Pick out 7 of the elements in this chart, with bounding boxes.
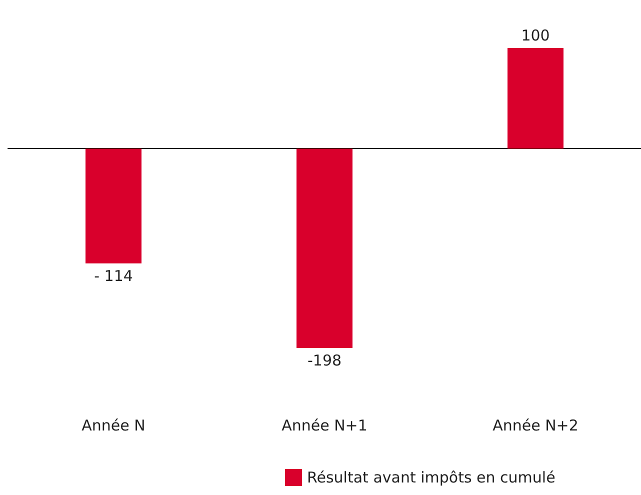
legend-label: Résultat avant impôts en cumulé bbox=[307, 468, 556, 486]
data-label: - 114 bbox=[94, 266, 133, 285]
x-tick-label: Année N+2 bbox=[492, 416, 578, 434]
data-label: 100 bbox=[521, 26, 550, 44]
data-label: -198 bbox=[307, 351, 342, 370]
x-tick-label: Année N bbox=[82, 416, 146, 434]
x-tick-label: Année N+1 bbox=[282, 416, 368, 434]
